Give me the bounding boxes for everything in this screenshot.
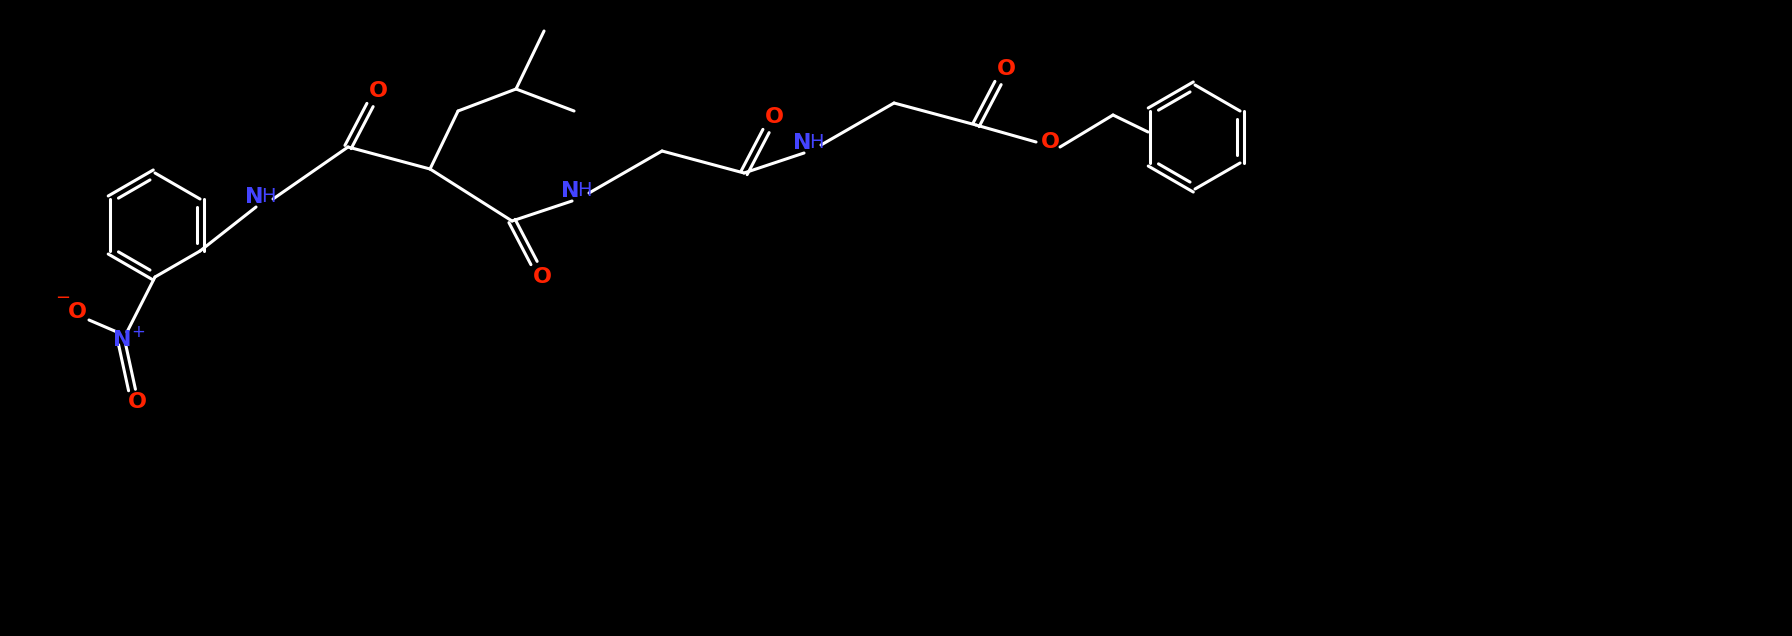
Text: O: O <box>369 81 387 101</box>
Text: H: H <box>262 188 276 207</box>
Text: O: O <box>532 267 552 287</box>
Text: H: H <box>577 181 591 200</box>
Text: +: + <box>131 323 145 341</box>
Text: H: H <box>808 134 823 153</box>
Text: O: O <box>68 302 86 322</box>
Text: −: − <box>56 289 70 307</box>
Text: N: N <box>561 181 579 201</box>
Text: O: O <box>127 392 147 412</box>
Text: O: O <box>765 107 783 127</box>
Text: N: N <box>113 330 131 350</box>
Text: N: N <box>792 133 812 153</box>
Text: N: N <box>246 187 263 207</box>
Text: O: O <box>996 59 1016 79</box>
Text: O: O <box>1041 132 1059 152</box>
